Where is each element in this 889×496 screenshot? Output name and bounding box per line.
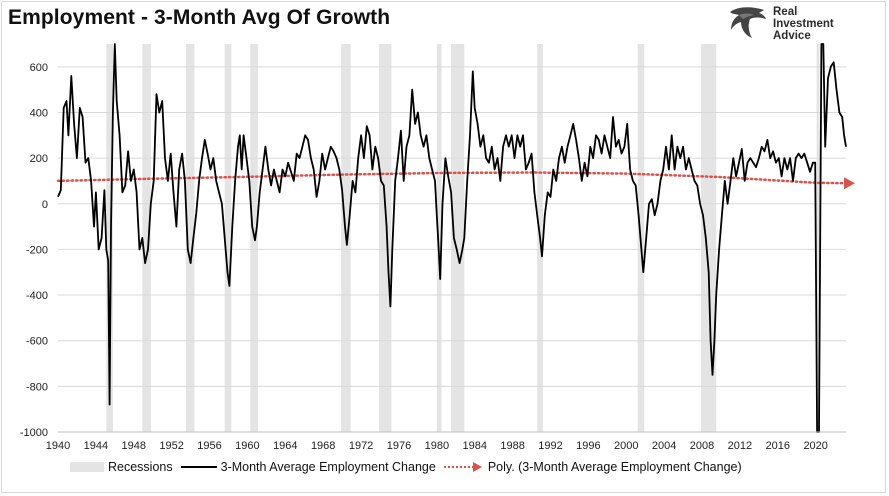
y-tick-label: -200 <box>26 244 48 256</box>
recession-band <box>142 44 151 432</box>
x-tick-label: 1956 <box>197 440 221 452</box>
recession-band <box>106 44 113 432</box>
series-line-group <box>57 43 847 433</box>
legend: Recessions 3-Month Average Employment Ch… <box>70 459 750 475</box>
recession-band <box>436 44 442 432</box>
y-tick-label: -600 <box>26 336 48 348</box>
y-tick-label: -800 <box>26 381 48 393</box>
legend-item-series: 3-Month Average Employment Change <box>180 460 436 474</box>
y-tick-label: 600 <box>30 62 48 74</box>
x-tick-label: 1944 <box>84 440 108 452</box>
legend-item-trend: Poly. (3-Month Average Employment Change… <box>443 460 742 474</box>
recession-band <box>379 44 392 432</box>
x-tick-label: 2012 <box>728 440 752 452</box>
axes: -1000 -800 -600 -400 -200 0 200 400 600 1940 1944 1… <box>20 62 846 452</box>
brand-logo: Real Investment Advice <box>726 4 856 44</box>
recession-band <box>451 44 465 432</box>
legend-label: Recessions <box>108 460 173 474</box>
legend-item-recessions: Recessions <box>70 460 173 474</box>
x-tick-label: 1948 <box>122 440 146 452</box>
recession-band <box>224 44 232 432</box>
recession-band <box>185 44 195 432</box>
recession-band <box>701 44 717 432</box>
legend-label: 3-Month Average Employment Change <box>220 460 436 474</box>
x-tick-label: 1980 <box>425 440 449 452</box>
recession-swatch <box>70 462 104 472</box>
x-tick-label: 1964 <box>273 440 297 452</box>
recession-band <box>816 44 820 432</box>
x-tick-label: 1960 <box>235 440 259 452</box>
x-tick-label: 1984 <box>462 440 486 452</box>
x-tick-label: 1996 <box>576 440 600 452</box>
series-line <box>57 43 847 433</box>
x-tick-label: 2000 <box>614 440 638 452</box>
x-tick-label: 1976 <box>387 440 411 452</box>
trend-swatch <box>443 462 482 472</box>
y-tick-label: -1000 <box>20 427 48 439</box>
x-tick-label: 1952 <box>159 440 183 452</box>
x-tick-label: 1968 <box>311 440 335 452</box>
x-tick-label: 2004 <box>652 440 676 452</box>
y-tick-label: 0 <box>42 199 48 211</box>
eagle-icon <box>730 7 766 38</box>
x-tick-label: 2008 <box>690 440 714 452</box>
chart-title: Employment - 3-Month Avg Of Growth <box>8 6 391 29</box>
y-tick-label: -400 <box>26 290 48 302</box>
legend-label: Poly. (3-Month Average Employment Change… <box>487 460 742 474</box>
logo-text-line: Investment <box>773 18 834 30</box>
x-tick-label: 2016 <box>766 440 790 452</box>
x-tick-label: 1972 <box>349 440 373 452</box>
y-tick-label: 400 <box>30 107 48 119</box>
x-tick-label: 1940 <box>46 440 70 452</box>
x-tick-label: 2020 <box>803 440 827 452</box>
logo-text-line: Real <box>773 6 798 18</box>
series-swatch <box>180 466 217 468</box>
x-tick-label: 1988 <box>500 440 524 452</box>
logo-text-line: Advice <box>773 30 811 42</box>
x-tick-label: 1992 <box>538 440 562 452</box>
trend-arrowhead <box>844 177 855 190</box>
y-tick-label: 200 <box>30 153 48 165</box>
